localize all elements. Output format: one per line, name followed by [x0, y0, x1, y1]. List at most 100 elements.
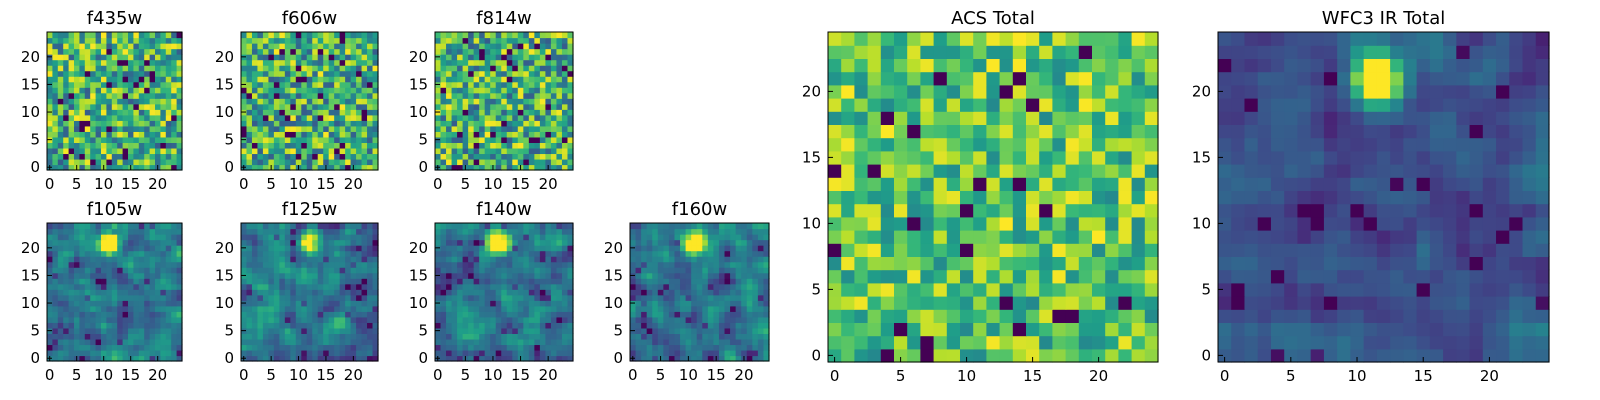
heatmap-cell — [52, 223, 59, 230]
heatmap-cell — [47, 153, 53, 160]
heatmap-cell — [290, 158, 297, 166]
heatmap-cell — [495, 250, 502, 257]
heatmap-cell — [101, 344, 107, 351]
heatmap-cell — [512, 355, 519, 362]
heatmap-cell — [339, 327, 346, 334]
heatmap-cell — [479, 87, 486, 94]
heatmap-cell — [63, 87, 70, 94]
heatmap-cell — [528, 278, 535, 285]
heatmap-cell — [128, 223, 134, 230]
heatmap-cell — [149, 349, 156, 357]
heatmap-cell — [257, 48, 264, 55]
heatmap-cell — [757, 294, 765, 301]
heatmap-cell — [746, 355, 753, 362]
heatmap-cell — [479, 92, 486, 99]
heatmap-cell — [685, 300, 692, 307]
heatmap-cell — [361, 65, 368, 72]
heatmap-cell — [1026, 230, 1040, 244]
heatmap-cell — [561, 239, 569, 246]
heatmap-cell — [279, 223, 286, 230]
heatmap-cell — [646, 349, 653, 357]
heatmap-cell — [290, 37, 297, 44]
heatmap-cell — [155, 223, 161, 230]
heatmap-cell — [328, 311, 335, 318]
heatmap-cell — [345, 294, 352, 301]
heatmap-cell — [999, 256, 1014, 271]
heatmap-cell — [1131, 164, 1146, 178]
heatmap-cell — [52, 65, 59, 72]
heatmap-cell — [523, 316, 530, 323]
heatmap-cell — [1118, 269, 1133, 284]
heatmap-cell — [757, 311, 765, 318]
heatmap-cell — [730, 261, 737, 268]
heatmap-cell — [68, 289, 75, 296]
heatmap-cell — [556, 355, 563, 362]
heatmap-cell — [122, 305, 129, 312]
heatmap-cell — [545, 239, 552, 246]
heatmap-cell — [1026, 177, 1040, 191]
heatmap-cell — [74, 81, 80, 88]
heatmap-cell — [176, 283, 183, 290]
heatmap-cell — [506, 109, 513, 116]
heatmap-cell — [657, 349, 664, 357]
heatmap-cell — [290, 43, 297, 50]
heatmap-cell — [246, 125, 253, 132]
heatmap-cell — [746, 289, 753, 296]
heatmap-cell — [350, 305, 357, 312]
heatmap-cell — [306, 278, 313, 285]
heatmap-cell — [361, 131, 368, 138]
heatmap-cell — [323, 349, 330, 357]
heatmap-cell — [920, 309, 935, 323]
heatmap-cell — [155, 344, 161, 351]
heatmap-cell — [165, 261, 172, 268]
heatmap-cell — [90, 245, 97, 252]
heatmap-cell — [479, 245, 486, 252]
heatmap-cell — [523, 228, 530, 235]
heatmap-cell — [312, 54, 319, 61]
heatmap-cell — [90, 261, 97, 268]
heatmap-cell — [556, 136, 563, 143]
heatmap-cell — [350, 333, 357, 340]
heatmap-cell — [999, 243, 1014, 257]
heatmap-cell — [323, 98, 330, 105]
heatmap-cell — [106, 338, 113, 346]
heatmap-cell — [457, 158, 464, 166]
heatmap-cell — [122, 48, 129, 55]
heatmap-cell — [111, 272, 118, 279]
heatmap-cell — [550, 59, 558, 66]
heatmap-cell — [707, 300, 714, 307]
heatmap-cell — [241, 223, 248, 230]
heatmap-cell — [501, 131, 508, 138]
heatmap-cell — [171, 305, 178, 312]
heatmap-cell — [284, 59, 291, 66]
heatmap-cell — [144, 120, 151, 127]
heatmap-cell — [101, 289, 107, 296]
heatmap-cell — [246, 300, 253, 307]
heatmap-cell — [257, 344, 264, 351]
heatmap-cell — [57, 153, 64, 160]
heatmap-cell — [741, 294, 748, 301]
heatmap-cell — [165, 59, 172, 66]
heatmap-cell — [746, 278, 753, 285]
heatmap-cell — [867, 269, 882, 284]
heatmap-cell — [117, 250, 124, 257]
heatmap-cell — [473, 98, 480, 105]
heatmap-cell — [138, 81, 145, 88]
heatmap-cell — [63, 305, 70, 312]
heatmap-cell — [361, 311, 368, 318]
heatmap-cell — [561, 114, 569, 121]
heatmap-cell — [323, 239, 330, 246]
heatmap-cell — [440, 283, 447, 290]
heatmap-cell — [495, 294, 502, 301]
heatmap-cell — [171, 223, 178, 230]
heatmap-cell — [757, 272, 765, 279]
y-tick-label: 20 — [604, 239, 623, 257]
heatmap-cell — [702, 300, 709, 307]
heatmap-cell — [512, 32, 519, 39]
heatmap-cell — [57, 272, 64, 279]
heatmap-cell — [630, 349, 637, 357]
heatmap-cell — [490, 278, 497, 285]
heatmap-cell — [367, 81, 374, 88]
heatmap-cell — [111, 70, 118, 77]
heatmap-cell — [262, 228, 269, 235]
